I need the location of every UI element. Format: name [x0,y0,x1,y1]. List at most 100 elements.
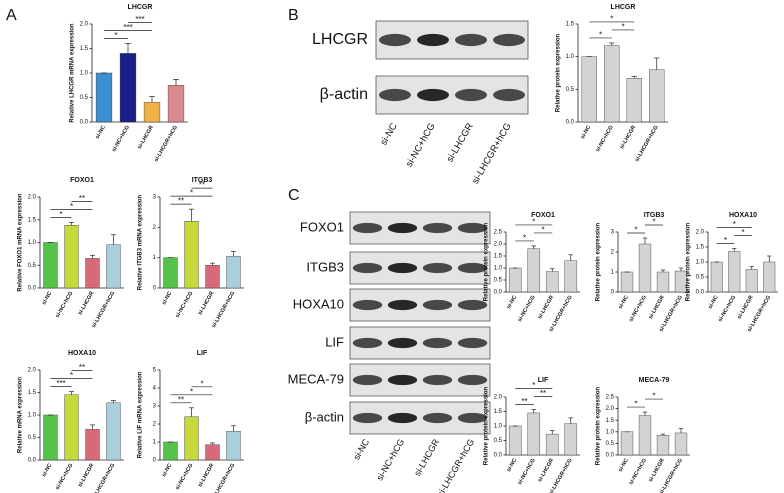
blot-band [455,33,487,47]
x-tick-label: si-LHCGR [537,458,555,484]
bar [205,265,220,289]
y-tick-label: 0.0 [28,286,37,292]
blot-band [457,337,488,349]
chart-title: HOXA10 [729,212,757,219]
y-tick-label: 2.0 [494,242,503,248]
significance-label: * [599,31,602,40]
y-tick-label: 2.5 [494,230,503,236]
y-axis-label: Relative LHCGR mRNA expression [70,23,76,122]
x-tick-label: si-NC+hCG [175,291,195,319]
y-tick-label: 2.0 [28,368,37,374]
blot-band [352,222,383,234]
bar [745,269,758,293]
y-axis-label: Relative mRNA expression [18,377,24,453]
chart-title: LHCGR [128,4,153,11]
blot-lane-label: si-LHCGR+hCG [470,121,514,186]
y-tick-label: 0.5 [566,87,575,93]
x-tick-label: si-NC+hCG [717,295,737,323]
x-tick-label: si-LHCGR+hCG [91,291,117,329]
blot-lane-label: si-NC+hCG [404,121,438,169]
bar [106,402,121,461]
y-tick-label: 2 [611,250,615,256]
panel-label: B [288,7,299,24]
blot-band [457,299,488,311]
blot-band [387,374,418,386]
y-axis-label: Relative protein expression [556,33,562,112]
chart-title: MECA-79 [639,377,670,384]
bar [163,441,178,461]
blot-band [417,88,449,102]
y-axis-label: Relative protein expression [596,222,602,301]
significance-label: * [610,15,613,24]
y-tick-label: 1 [153,440,157,446]
y-tick-label: 1.5 [80,46,89,52]
significance-label: ** [178,197,184,206]
significance-label: * [634,400,637,409]
y-tick-label: 1.0 [494,266,503,272]
blot-band [422,337,453,349]
bar [564,260,578,293]
bar [85,429,100,461]
chart-title: HOXA10 [68,350,96,357]
significance-label: *** [123,23,132,32]
chart-title: LIF [197,350,208,357]
bar [564,423,578,456]
x-tick-label: si-NC [506,295,518,310]
y-tick-label: 0.0 [606,453,615,459]
bar [527,248,541,293]
blot-row-label: β-actin [320,86,368,103]
x-tick-label: si-LHCGR+hCG [211,291,237,329]
significance-label: * [523,234,526,243]
y-tick-label: 0 [611,290,615,296]
bar [64,225,79,289]
blot-lane-label: si-LHCGR+hCG [435,437,476,493]
blot-band [387,412,418,424]
y-tick-label: 1.5 [494,409,503,415]
blot-band [387,337,418,349]
y-tick-label: 2.5 [606,395,615,401]
y-tick-label: 1.5 [28,390,37,396]
y-tick-label: 0.5 [696,275,705,281]
bar [167,85,185,123]
bar [674,432,688,456]
x-tick-label: si-NC+hCG [595,125,615,153]
bar [163,257,178,289]
bar [106,244,121,289]
blot-band [387,262,418,274]
blot-row-label: ITGB3 [306,259,344,274]
blot-band [352,412,383,424]
bar [508,267,522,293]
y-axis-label: Relative FOXO1 mRNA expression [18,193,24,291]
y-tick-label: 0.5 [28,435,37,441]
y-tick-label: 3 [153,404,157,410]
bar [638,415,652,456]
blot-band [379,33,411,47]
blot-band [422,299,453,311]
y-tick-label: 1.0 [606,429,615,435]
x-tick-label: si-NC [618,295,630,310]
x-tick-label: si-LHCGR [648,458,666,484]
bar [205,444,220,461]
x-tick-label: si-NC+hCG [55,291,75,319]
x-tick-label: si-NC [506,458,518,473]
y-tick-label: 1.0 [28,413,37,419]
bar [604,45,620,123]
y-tick-label: 2.0 [80,22,89,28]
bar [545,271,559,293]
chart-title: ITGB3 [644,212,665,219]
blot-band [352,299,383,311]
bar [638,243,652,293]
y-tick-label: 2.0 [28,195,37,201]
bar [85,258,100,289]
y-axis-label: Relative protein expression [686,222,692,301]
y-tick-label: 0.0 [80,120,89,126]
y-axis-label: Relative protein expression [484,386,490,465]
blot-band [379,88,411,102]
y-tick-label: 5 [153,368,157,374]
y-tick-label: 0.0 [494,453,503,459]
bar [43,414,58,461]
blot-band [457,222,488,234]
y-tick-label: 2 [153,422,157,428]
y-tick-label: 1.5 [494,254,503,260]
blot-lane-label: si-LHCGR [412,437,441,478]
